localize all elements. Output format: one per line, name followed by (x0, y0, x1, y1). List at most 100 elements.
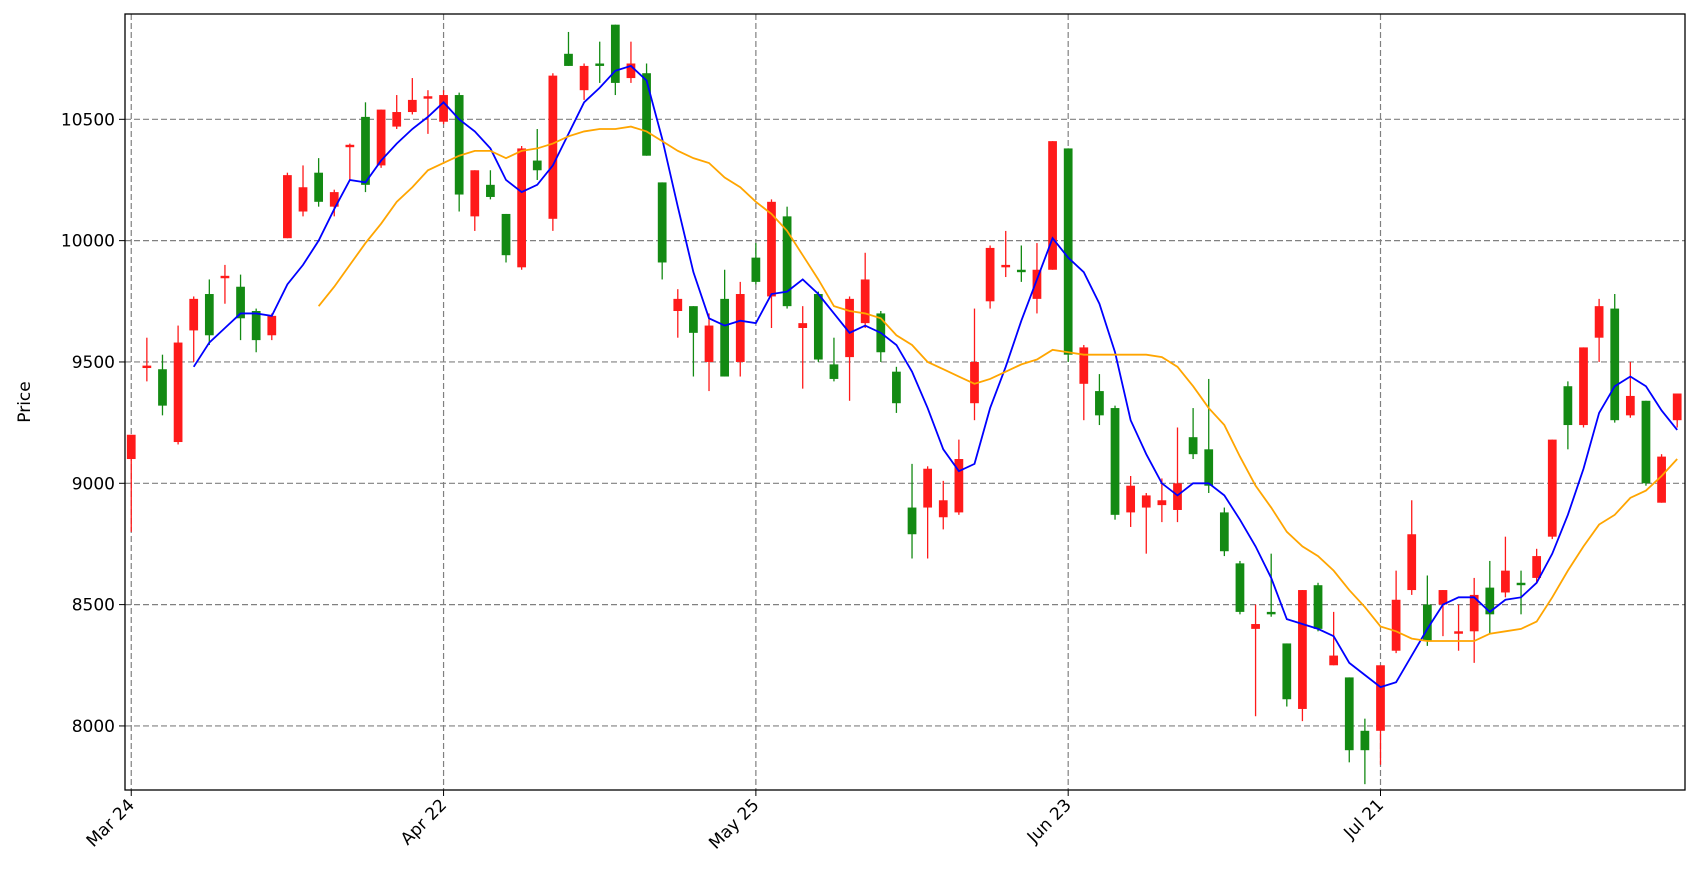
candle-body (1266, 611, 1276, 615)
candle-body (1251, 624, 1260, 629)
candle-body (329, 192, 339, 207)
y-tick-label: 8000 (72, 717, 115, 737)
candle-body (204, 294, 214, 336)
candle-body (267, 315, 277, 336)
y-axis-label: Price (15, 381, 35, 422)
candle-body (236, 286, 245, 319)
candle-body (1032, 269, 1042, 299)
candle-body (970, 361, 979, 404)
candle-body (454, 95, 464, 195)
candle-body (1579, 347, 1588, 426)
candle-body (501, 213, 511, 256)
candle-body (1563, 386, 1573, 426)
candle-body (532, 160, 542, 171)
candle-body (1188, 437, 1198, 455)
candle-body (314, 172, 324, 202)
candle-body (298, 187, 308, 212)
candle-body (673, 298, 683, 312)
candle-body (1016, 269, 1026, 273)
candle-body (798, 323, 808, 328)
candle-body (1516, 582, 1526, 586)
y-tick-label: 9500 (72, 353, 115, 373)
candle-body (751, 257, 761, 282)
candle-body (423, 96, 433, 99)
candle-body (1141, 495, 1151, 508)
candle-body (845, 298, 854, 358)
candle-body (1485, 587, 1495, 615)
candle-body (392, 112, 402, 127)
candle-body (1625, 395, 1635, 416)
candle-body (189, 298, 199, 331)
candle-body (657, 182, 667, 263)
candle-body (1610, 308, 1620, 421)
candle-body (158, 369, 167, 406)
candle-body (1438, 590, 1448, 605)
candle-body (1672, 393, 1682, 421)
candle-body (767, 201, 776, 297)
candle-body (813, 294, 823, 360)
candle-body (1594, 306, 1604, 338)
candle-body (283, 175, 292, 239)
candle-body (517, 148, 527, 268)
x-tick-label: May 25 (705, 795, 763, 853)
candle-body (860, 279, 870, 324)
candle-body (1454, 631, 1463, 634)
candle-body (1344, 677, 1354, 751)
candle-body (1110, 408, 1120, 515)
candle-body (1407, 534, 1417, 591)
candle-body (439, 95, 448, 122)
candle-body (610, 24, 620, 83)
candle-body (126, 434, 136, 460)
candle-body (1204, 449, 1214, 486)
candle-body (1235, 563, 1245, 612)
candle-body (1282, 643, 1292, 700)
candle-body (1157, 500, 1167, 506)
candle-body (1532, 556, 1542, 578)
candle-body (720, 298, 730, 377)
candle-body (1298, 590, 1307, 709)
candle-body (1095, 391, 1104, 416)
candle-body (564, 53, 573, 66)
candle-body (548, 75, 558, 219)
y-tick-label: 10000 (61, 232, 115, 252)
candle-body (361, 116, 370, 185)
candle-body (1313, 585, 1323, 629)
candle-body (1219, 512, 1229, 552)
candle-body (486, 184, 495, 197)
candle-body (689, 306, 698, 333)
candle-body (1501, 570, 1510, 593)
candle-body (1469, 594, 1479, 632)
candle-body (1376, 665, 1385, 731)
candle-body (1173, 483, 1182, 510)
candle-body (595, 63, 605, 66)
candle-body (1063, 148, 1073, 355)
candle-body (892, 371, 901, 404)
candle-body (985, 247, 995, 302)
candle-body (907, 507, 917, 535)
y-tick-label: 9000 (72, 474, 115, 494)
candle-body (954, 459, 964, 513)
candle-body (1547, 439, 1557, 537)
candle-body (735, 294, 745, 362)
x-tick-label: Jun 23 (1023, 795, 1076, 848)
candle-body (173, 342, 183, 443)
candle-body (626, 63, 636, 79)
y-tick-label: 10500 (61, 110, 115, 130)
x-tick-label: Jul 21 (1340, 795, 1388, 843)
candle-body (938, 500, 948, 518)
candle-body (1329, 655, 1339, 666)
candle-body (642, 73, 651, 156)
plot-frame (124, 13, 1686, 791)
candle-body (251, 311, 261, 341)
candle-body (782, 216, 792, 307)
candle-body (1079, 347, 1089, 384)
candle-body (407, 99, 417, 113)
candle-body (345, 144, 355, 148)
candle-body (1126, 485, 1136, 513)
candle-body (142, 365, 152, 369)
candle-body (579, 65, 589, 91)
x-tick-label: Apr 22 (397, 795, 451, 849)
candle-body (1422, 604, 1432, 642)
candle-body (1657, 456, 1666, 503)
